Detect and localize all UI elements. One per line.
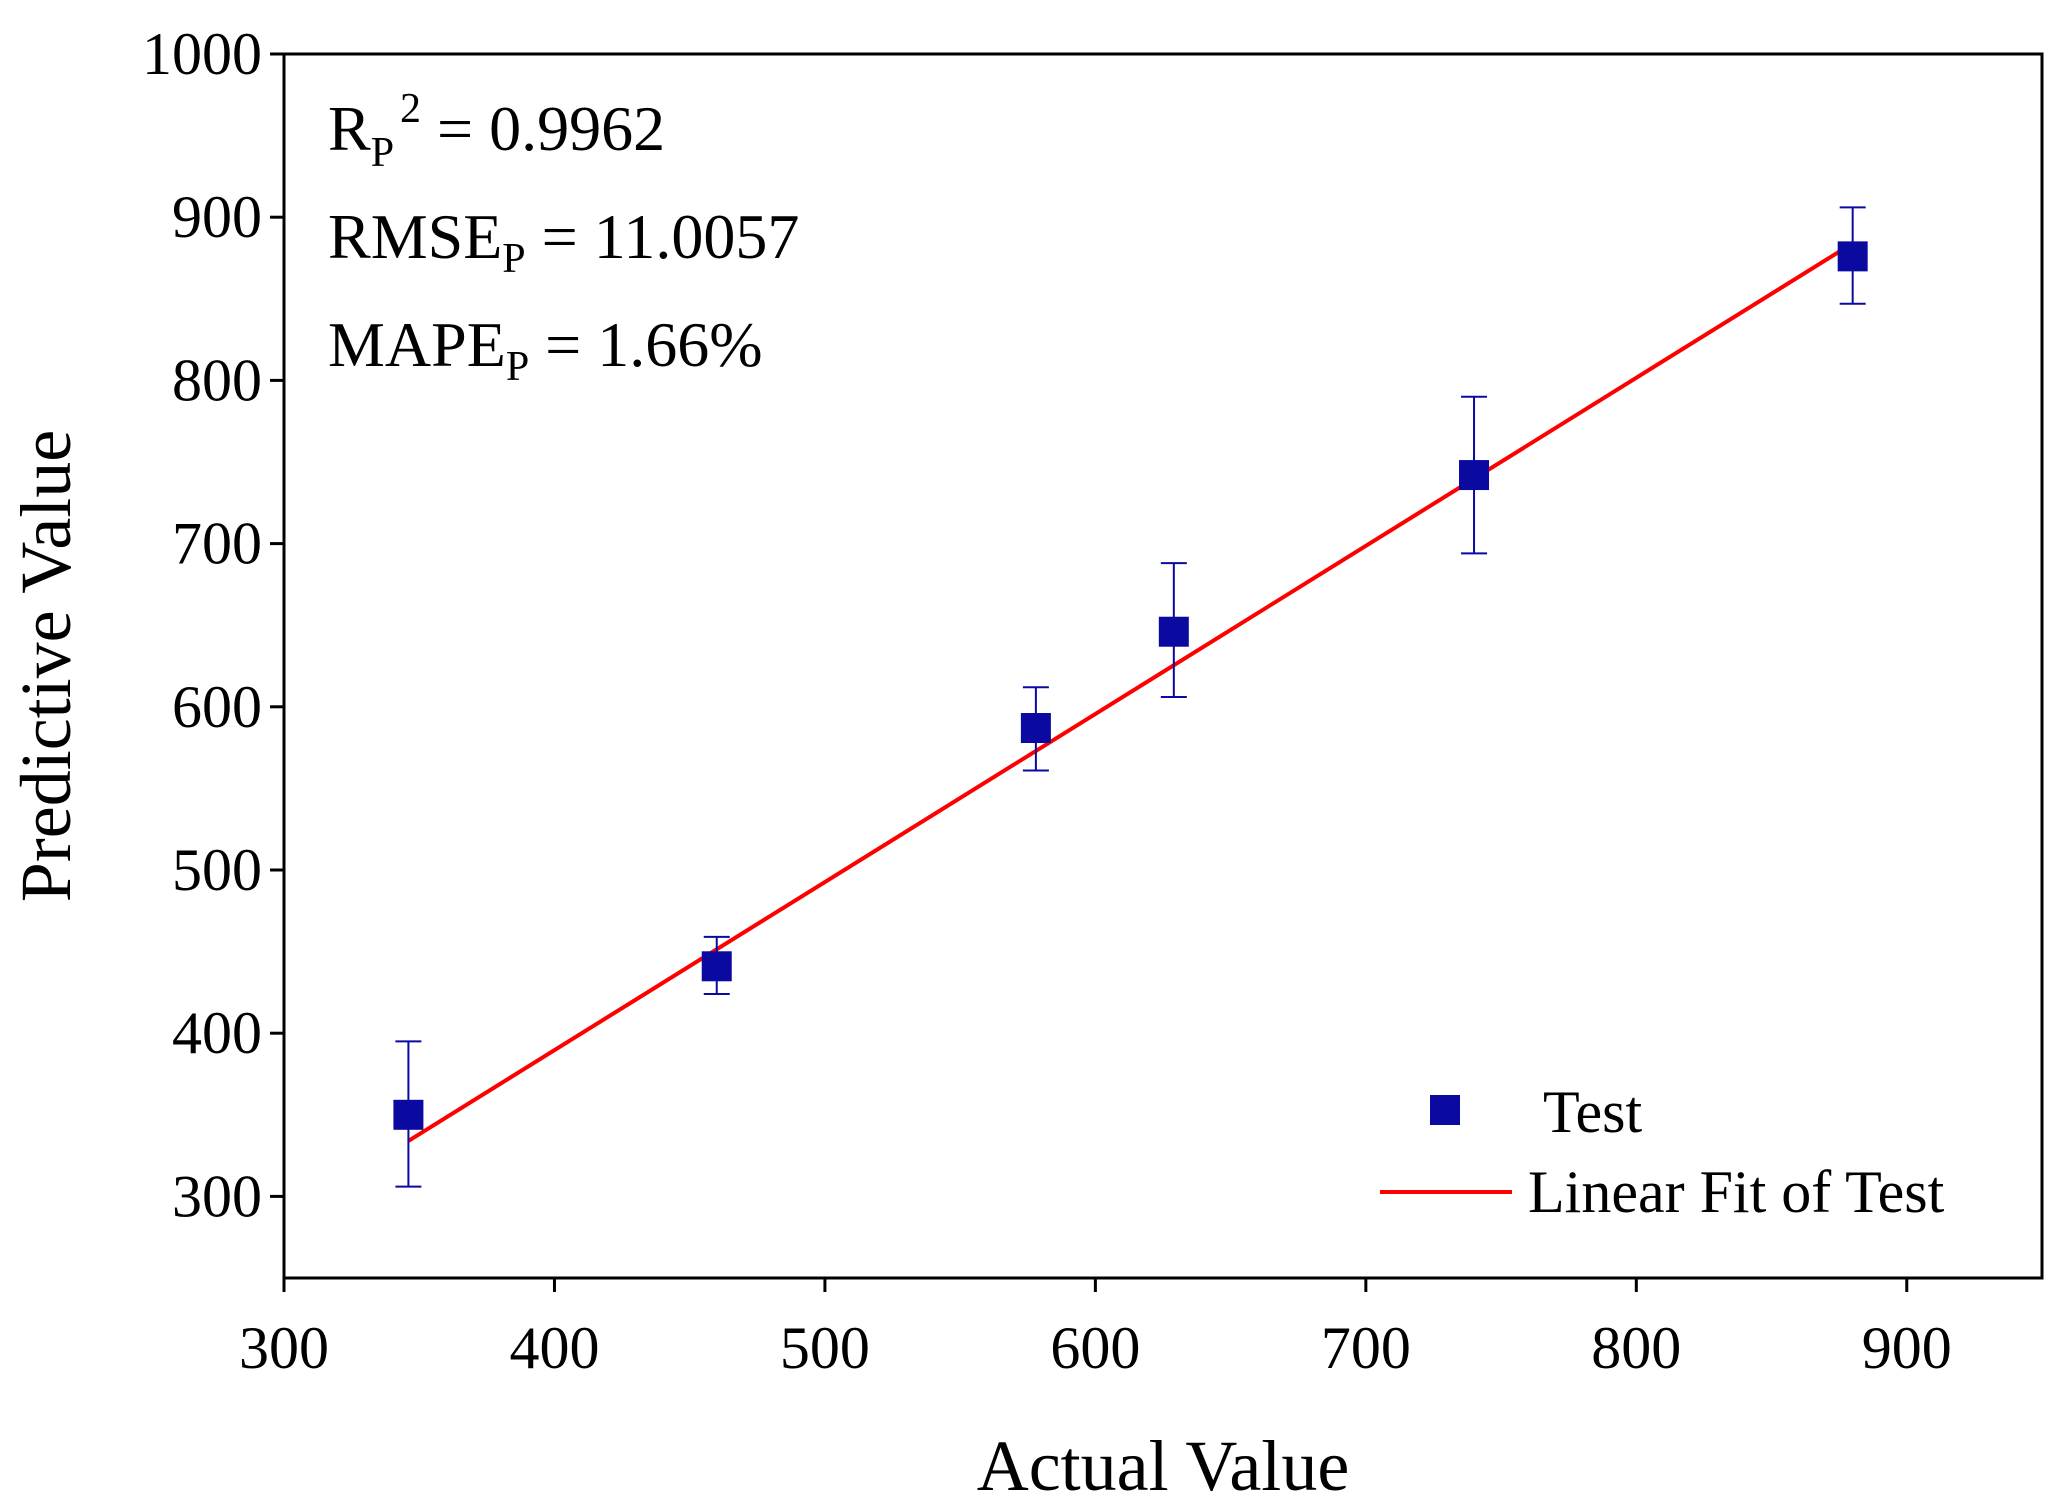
y-tick-label: 400 (172, 1000, 262, 1066)
data-point (1459, 460, 1490, 491)
y-tick-label: 800 (172, 347, 262, 413)
legend-label-test: Test (1543, 1079, 1642, 1145)
y-tick-label: 500 (172, 837, 262, 903)
x-tick-label: 400 (509, 1315, 599, 1381)
data-point (393, 1099, 424, 1130)
legend-marker-test (1430, 1095, 1460, 1125)
data-point (1837, 241, 1868, 272)
legend: Test Linear Fit of Test (1380, 1079, 1945, 1225)
y-axis-title: Predictive Value (6, 430, 86, 903)
x-tick-label: 800 (1591, 1315, 1681, 1381)
plot-area-frame (282, 52, 2044, 1280)
x-tick-label: 600 (1050, 1315, 1140, 1381)
data-point (1158, 616, 1189, 647)
annotation-r2: RP2 = 0.9962 (328, 86, 665, 176)
y-tick-label: 900 (172, 184, 262, 250)
y-tick-label: 600 (172, 674, 262, 740)
x-tick-label: 300 (239, 1315, 329, 1381)
annotation-rmse: RMSEP = 11.0057 (328, 201, 799, 282)
x-axis-title: Actual Value (977, 1426, 1350, 1506)
test-series (393, 206, 1868, 1188)
x-tick-label: 700 (1321, 1315, 1411, 1381)
linear-fit-line (407, 241, 1854, 1143)
x-axis: 300 400 500 600 700 800 900 (239, 1278, 1952, 1381)
annotation-mape: MAPEP = 1.66% (328, 309, 763, 390)
x-tick-label: 900 (1862, 1315, 1952, 1381)
y-tick-label: 1000 (142, 21, 262, 87)
y-tick-label: 300 (172, 1163, 262, 1229)
data-point (1020, 713, 1051, 744)
fit-line-series (407, 241, 1854, 1143)
data-point (701, 951, 732, 982)
y-axis: 300 400 500 600 700 800 900 1000 (142, 21, 284, 1229)
legend-label-fit: Linear Fit of Test (1528, 1159, 1945, 1225)
y-tick-label: 700 (172, 511, 262, 577)
x-tick-label: 500 (780, 1315, 870, 1381)
